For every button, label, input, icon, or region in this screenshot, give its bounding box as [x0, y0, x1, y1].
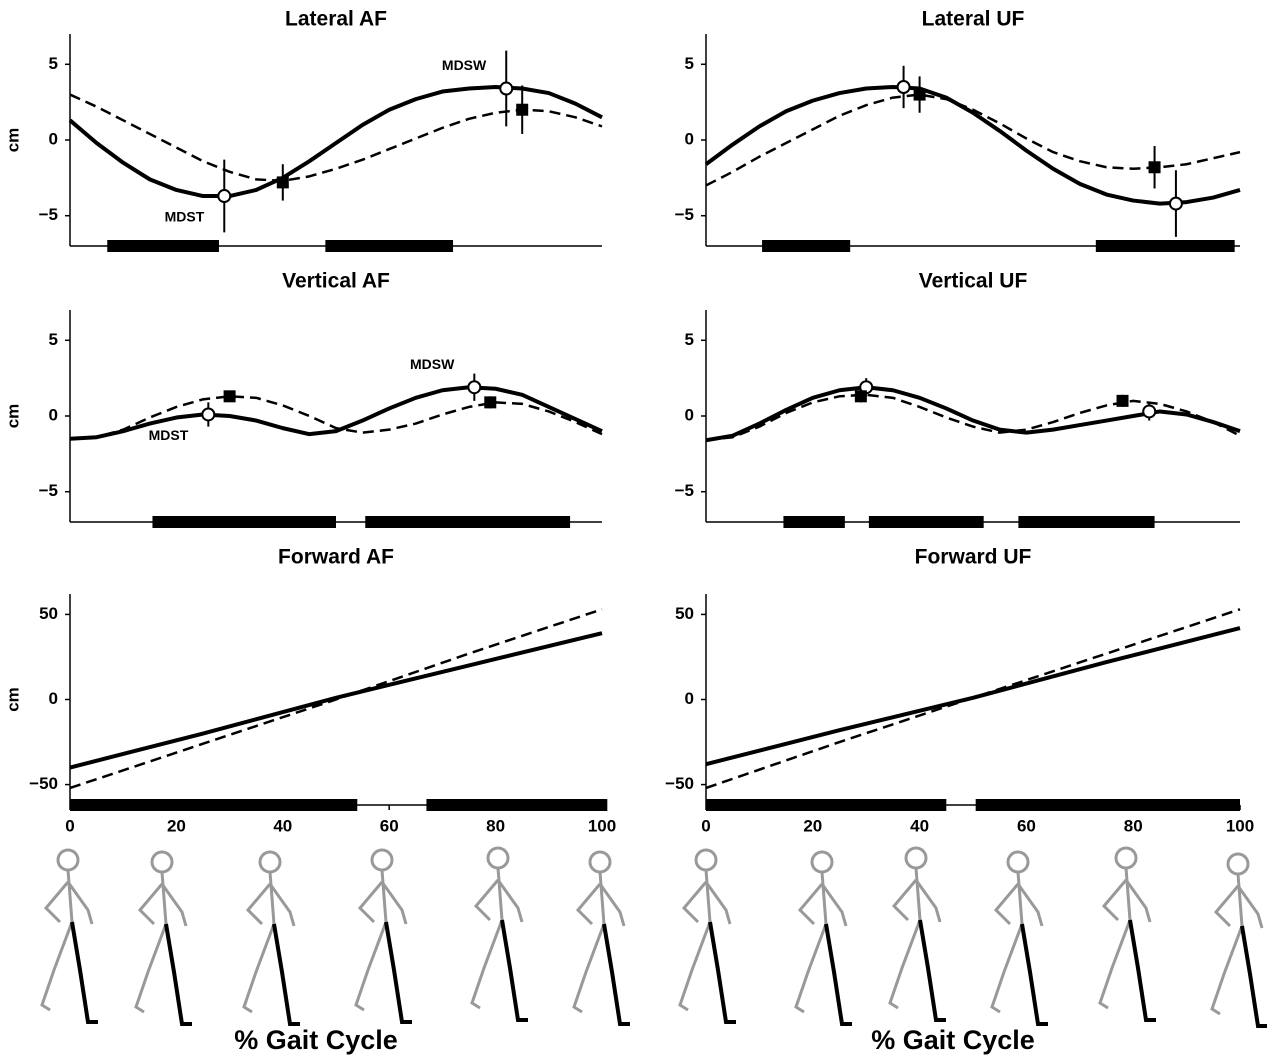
y-tick-label: 5 [685, 54, 694, 73]
y-tick-label: 0 [49, 129, 58, 148]
marker-circle [218, 190, 230, 202]
significance-bar [1096, 240, 1235, 252]
significance-bar [70, 799, 357, 811]
marker-square [855, 390, 867, 402]
panel-title: Lateral UF [922, 8, 1025, 31]
marker-circle [500, 83, 512, 95]
y-tick-label: 0 [49, 689, 58, 708]
significance-bar [152, 516, 336, 528]
marker-square [1149, 161, 1161, 173]
x-tick-label: 40 [273, 816, 292, 835]
marker-square [1117, 395, 1129, 407]
x-tick-label: 20 [167, 816, 186, 835]
panel: Forward AF cm −50 0 50 0 20 40 60 80 100 % Gait Cyc… [3, 546, 616, 1056]
panel: Vertical AF cm −5 0 5 MDST MDSW [3, 270, 602, 528]
panel-title: Forward AF [278, 546, 394, 569]
y-tick-label: −50 [29, 774, 58, 793]
figure: Lateral AFcm−505MDSTMDSWLateral UF−505Ve… [0, 0, 1267, 1061]
y-tick-label: 0 [685, 129, 694, 148]
marker-circle [1170, 198, 1182, 210]
stick-figure [992, 852, 1048, 1024]
panel: Forward UF −50 0 50 0 20 40 60 80 100 % Gait Cycle [665, 546, 1254, 1056]
stick-figure [680, 850, 736, 1022]
significance-bar [783, 516, 844, 528]
y-axis-label: cm [3, 404, 22, 429]
x-tick-label: 20 [803, 816, 822, 835]
y-tick-label: 5 [49, 54, 58, 73]
point-label: MDSW [410, 356, 455, 372]
marker-circle [1143, 405, 1155, 417]
stick-figure [890, 848, 946, 1020]
y-tick-label: 0 [685, 405, 694, 424]
x-tick-label: 100 [588, 816, 616, 835]
series-line [706, 395, 1240, 440]
stick-figure [1100, 848, 1156, 1020]
point-label: MDST [149, 427, 189, 443]
x-axis-label: % Gait Cycle [871, 1025, 1035, 1055]
panel-title: Vertical AF [282, 270, 390, 293]
x-axis-label: % Gait Cycle [234, 1025, 398, 1055]
y-tick-label: 50 [675, 604, 694, 623]
significance-bar [325, 240, 453, 252]
x-tick-label: 40 [910, 816, 929, 835]
marker-square [516, 104, 528, 116]
significance-bar [107, 240, 219, 252]
marker-circle [468, 381, 480, 393]
y-axis-label: cm [3, 687, 22, 712]
stick-figure [1212, 854, 1267, 1026]
panel-title: Vertical UF [919, 270, 1028, 293]
series-line [706, 609, 1240, 788]
y-tick-label: 0 [49, 405, 58, 424]
point-label: MDSW [442, 57, 487, 73]
x-tick-label: 0 [701, 816, 710, 835]
x-tick-label: 100 [1226, 816, 1254, 835]
x-tick-label: 0 [65, 816, 74, 835]
stick-figures [42, 848, 1267, 1026]
y-tick-label: −5 [675, 205, 694, 224]
series-line [706, 87, 1240, 204]
stick-figure [244, 852, 300, 1024]
x-tick-label: 80 [486, 816, 505, 835]
y-tick-label: −5 [675, 481, 694, 500]
panel-title: Lateral AF [285, 8, 387, 31]
panel: Lateral UF −5 0 5 [675, 8, 1240, 252]
stick-figure [574, 852, 630, 1024]
x-tick-label: 60 [1017, 816, 1036, 835]
significance-bar [1018, 516, 1154, 528]
y-tick-label: −5 [39, 481, 58, 500]
marker-square [484, 396, 496, 408]
y-tick-label: 0 [685, 689, 694, 708]
y-tick-label: 5 [49, 330, 58, 349]
significance-bar [365, 516, 570, 528]
significance-bar [869, 516, 984, 528]
marker-square [914, 89, 926, 101]
significance-bar [976, 799, 1240, 811]
x-tick-label: 80 [1124, 816, 1143, 835]
panel: Lateral AF cm −5 0 5 MDST MDSW [3, 8, 602, 252]
y-tick-label: −50 [665, 774, 694, 793]
panel: Vertical UF −5 0 5 [675, 270, 1240, 528]
marker-circle [202, 408, 214, 420]
marker-circle [898, 81, 910, 93]
y-axis-label: cm [3, 128, 22, 153]
stick-figure [472, 848, 528, 1020]
significance-bar [762, 240, 850, 252]
panel-title: Forward UF [915, 546, 1032, 569]
stick-figure [42, 850, 98, 1022]
marker-square [224, 390, 236, 402]
y-tick-label: −5 [39, 205, 58, 224]
x-tick-label: 60 [380, 816, 399, 835]
series-line [70, 609, 602, 788]
y-tick-label: 50 [39, 604, 58, 623]
marker-square [277, 176, 289, 188]
y-tick-label: 5 [685, 330, 694, 349]
stick-figure [356, 850, 412, 1022]
stick-figure [136, 852, 192, 1024]
significance-bar [426, 799, 607, 811]
significance-bar [706, 799, 946, 811]
stick-figure [796, 852, 852, 1024]
point-label: MDST [165, 209, 205, 225]
series-line [706, 628, 1240, 764]
